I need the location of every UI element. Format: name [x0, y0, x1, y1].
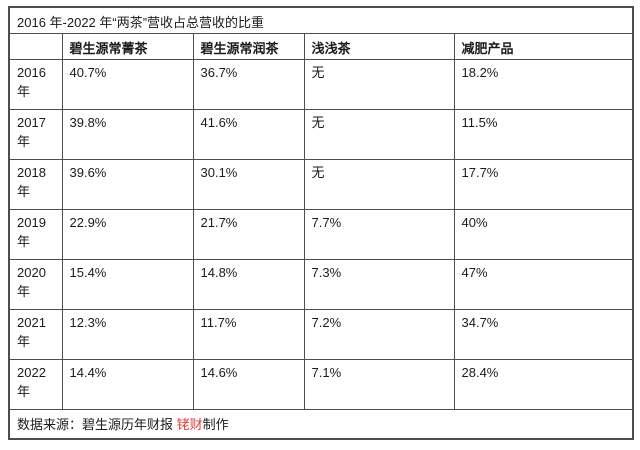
value-cell: 7.3% [303, 259, 455, 310]
value-cell: 41.6% [192, 109, 305, 160]
year-cell: 2020 年 [8, 259, 63, 310]
value-cell: 30.1% [192, 159, 305, 210]
table-footer: 数据来源：碧生源历年财报 铑财制作 [8, 409, 634, 440]
title-row: 2016 年-2022 年“两茶”营收占总营收的比重 [8, 6, 634, 34]
value-cell: 7.1% [303, 359, 455, 410]
table-row: 2017 年 39.8% 41.6% 无 11.5% [8, 109, 634, 160]
value-cell: 39.6% [61, 159, 194, 210]
value-cell: 无 [303, 159, 455, 210]
year-cell: 2019 年 [8, 209, 63, 260]
data-source-text: 数据来源：碧生源历年财报 [17, 417, 177, 432]
table-row: 2019 年 22.9% 21.7% 7.7% 40% [8, 209, 634, 260]
value-cell: 40.7% [61, 59, 194, 110]
value-cell: 36.7% [192, 59, 305, 110]
header-changrun-tea: 碧生源常润茶 [192, 33, 305, 60]
value-cell: 22.9% [61, 209, 194, 260]
revenue-table: 2016 年-2022 年“两茶”营收占总营收的比重 碧生源常菁茶 碧生源常润茶… [8, 6, 635, 440]
value-cell: 17.7% [453, 159, 634, 210]
value-cell: 11.5% [453, 109, 634, 160]
value-cell: 28.4% [453, 359, 634, 410]
value-cell: 7.2% [303, 309, 455, 360]
value-cell: 7.7% [303, 209, 455, 260]
value-cell: 40% [453, 209, 634, 260]
value-cell: 21.7% [192, 209, 305, 260]
year-cell: 2022 年 [8, 359, 63, 410]
table-row: 2018 年 39.6% 30.1% 无 17.7% [8, 159, 634, 210]
brand-mark: 铑财 [176, 417, 203, 432]
year-cell: 2017 年 [8, 109, 63, 160]
header-qianqian-tea: 浅浅茶 [303, 33, 455, 60]
value-cell: 无 [303, 59, 455, 110]
table-row: 2022 年 14.4% 14.6% 7.1% 28.4% [8, 359, 634, 410]
header-changjing-tea: 碧生源常菁茶 [61, 33, 194, 60]
table-title: 2016 年-2022 年“两茶”营收占总营收的比重 [8, 6, 634, 34]
value-cell: 12.3% [61, 309, 194, 360]
header-row: 碧生源常菁茶 碧生源常润茶 浅浅茶 减肥产品 [8, 33, 634, 60]
maker-suffix-text: 制作 [202, 417, 229, 432]
table-row: 2016 年 40.7% 36.7% 无 18.2% [8, 59, 634, 110]
value-cell: 18.2% [453, 59, 634, 110]
value-cell: 14.6% [192, 359, 305, 410]
year-cell: 2016 年 [8, 59, 63, 110]
value-cell: 14.8% [192, 259, 305, 310]
header-slimming-products: 减肥产品 [453, 33, 634, 60]
value-cell: 34.7% [453, 309, 634, 360]
value-cell: 39.8% [61, 109, 194, 160]
value-cell: 47% [453, 259, 634, 310]
value-cell: 11.7% [192, 309, 305, 360]
footer-row: 数据来源：碧生源历年财报 铑财制作 [8, 409, 634, 440]
table-row: 2021 年 12.3% 11.7% 7.2% 34.7% [8, 309, 634, 360]
year-cell: 2021 年 [8, 309, 63, 360]
year-cell: 2018 年 [8, 159, 63, 210]
value-cell: 无 [303, 109, 455, 160]
header-year-blank [8, 33, 63, 60]
table-row: 2020 年 15.4% 14.8% 7.3% 47% [8, 259, 634, 310]
value-cell: 14.4% [61, 359, 194, 410]
value-cell: 15.4% [61, 259, 194, 310]
